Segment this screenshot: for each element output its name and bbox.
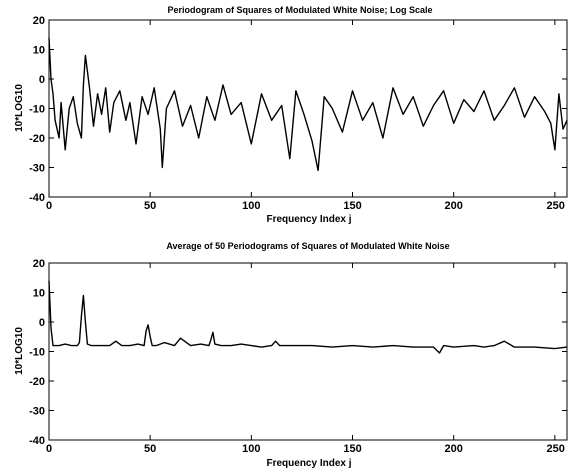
chart-title: Periodogram of Squares of Modulated Whit… [167, 5, 432, 15]
y-axis: -40 -30 -20 -10 0 10 20 [29, 258, 567, 447]
x-axis-label: Frequency Index j [266, 214, 351, 225]
x-tick-label: 150 [343, 443, 361, 455]
y-tick-label: -10 [29, 347, 45, 359]
x-axis: 0 50 100 150 200 250 [46, 263, 565, 455]
x-tick-label: 0 [46, 200, 52, 212]
y-tick-label: 10 [33, 288, 45, 300]
x-tick-label: 50 [144, 443, 156, 455]
x-tick-label: 250 [547, 200, 565, 212]
x-tick-label: 200 [445, 200, 463, 212]
y-tick-label: -20 [29, 133, 45, 145]
y-axis-label: 10*LOG10 [14, 84, 25, 132]
y-tick-label: 10 [33, 45, 45, 57]
y-axis: -40 -30 -20 -10 0 10 20 [29, 15, 567, 204]
x-tick-label: 0 [46, 443, 52, 455]
average-periodogram-chart: Average of 50 Periodograms of Squares of… [14, 241, 568, 469]
x-tick-label: 250 [547, 443, 565, 455]
x-tick-label: 200 [445, 443, 463, 455]
y-tick-label: -30 [29, 163, 45, 175]
x-tick-label: 100 [242, 200, 260, 212]
y-tick-label: -40 [29, 192, 45, 204]
x-axis-label: Frequency Index j [266, 458, 351, 469]
y-tick-label: -40 [29, 435, 45, 447]
y-tick-label: 20 [33, 258, 45, 270]
x-tick-label: 100 [242, 443, 260, 455]
y-tick-label: -10 [29, 104, 45, 116]
y-tick-label: 20 [33, 15, 45, 27]
y-tick-label: -30 [29, 406, 45, 418]
x-tick-label: 150 [343, 200, 361, 212]
x-tick-label: 50 [144, 200, 156, 212]
x-axis: 0 50 100 150 200 250 [46, 20, 565, 212]
y-tick-label: -20 [29, 376, 45, 388]
series-line [48, 37, 568, 172]
periodogram-chart: Periodogram of Squares of Modulated Whit… [14, 5, 568, 225]
series-line [48, 280, 568, 354]
plot-frame [48, 262, 568, 441]
y-tick-label: 0 [39, 74, 45, 86]
plot-frame [48, 19, 568, 198]
chart-title: Average of 50 Periodograms of Squares of… [166, 241, 449, 251]
y-tick-label: 0 [39, 317, 45, 329]
y-axis-label: 10*LOG10 [14, 327, 25, 375]
